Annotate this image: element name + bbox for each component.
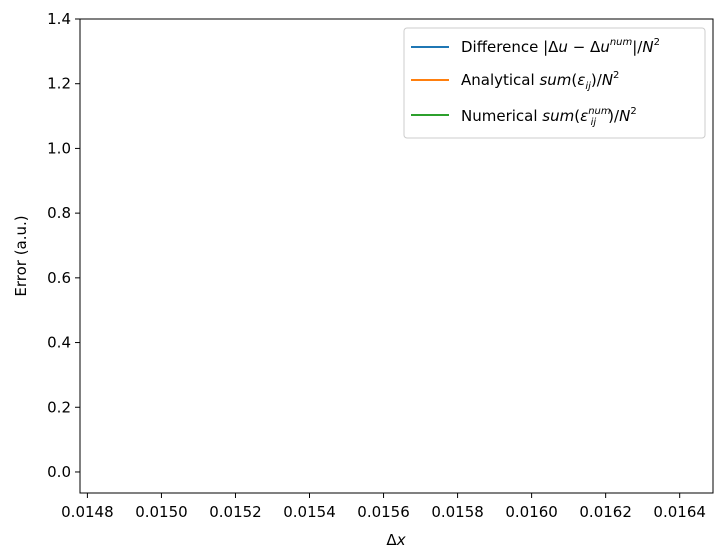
legend-label-numerical: Numerical sum(εnum ij)/N2 bbox=[461, 106, 637, 128]
y-tick-label: 1.0 bbox=[47, 139, 71, 157]
x-tick-label: 0.0152 bbox=[209, 503, 262, 521]
legend-item-numerical: Numerical sum(εnum ij)/N2 bbox=[411, 106, 637, 128]
y-axis-ticks: 0.0 0.2 0.4 0.6 0.8 1.0 1.2 1.4 bbox=[47, 10, 80, 481]
x-axis-ticks: 0.0148 0.0150 0.0152 0.0154 0.0156 0.0158 0.01… bbox=[61, 493, 706, 521]
y-tick-label: 1.4 bbox=[47, 10, 71, 28]
x-tick-label: 0.0148 bbox=[61, 503, 114, 521]
x-tick-label: 0.0160 bbox=[505, 503, 558, 521]
legend-label-analytical: Analytical sum(εij)/N2 bbox=[461, 70, 619, 92]
y-axis-label: Error (a.u.) bbox=[12, 215, 30, 296]
x-tick-label: 0.0150 bbox=[135, 503, 188, 521]
x-tick-label: 0.0164 bbox=[653, 503, 706, 521]
y-tick-label: 1.2 bbox=[47, 75, 71, 93]
y-tick-label: 0.4 bbox=[47, 334, 71, 352]
y-tick-label: 0.0 bbox=[47, 463, 71, 481]
plot-frame bbox=[79, 18, 714, 494]
x-tick-label: 0.0158 bbox=[431, 503, 484, 521]
x-tick-label: 0.0162 bbox=[579, 503, 632, 521]
x-tick-label: 0.0154 bbox=[283, 503, 336, 521]
legend: Difference |Δu − Δunum|/N2 Analytical su… bbox=[403, 27, 706, 139]
y-tick-label: 0.8 bbox=[47, 204, 71, 222]
x-tick-label: 0.0156 bbox=[357, 503, 410, 521]
legend-item-analytical: Analytical sum(εij)/N2 bbox=[411, 70, 619, 92]
y-tick-label: 0.6 bbox=[47, 269, 71, 287]
y-tick-label: 0.2 bbox=[47, 398, 71, 416]
legend-box bbox=[403, 27, 706, 139]
x-axis-label: Δx bbox=[386, 531, 405, 549]
